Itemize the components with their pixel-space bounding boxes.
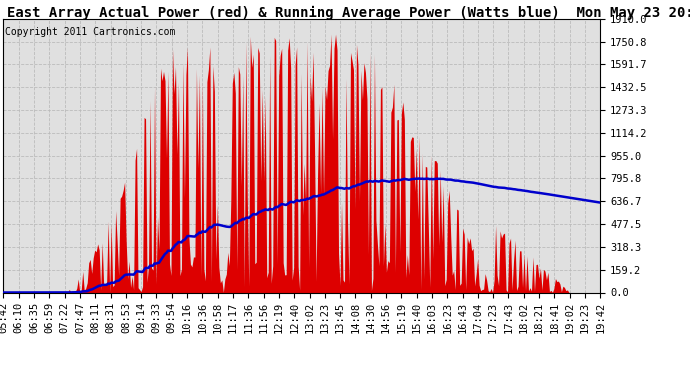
Text: East Array Actual Power (red) & Running Average Power (Watts blue)  Mon May 23 2: East Array Actual Power (red) & Running …: [7, 6, 690, 20]
Text: Copyright 2011 Cartronics.com: Copyright 2011 Cartronics.com: [5, 27, 175, 37]
